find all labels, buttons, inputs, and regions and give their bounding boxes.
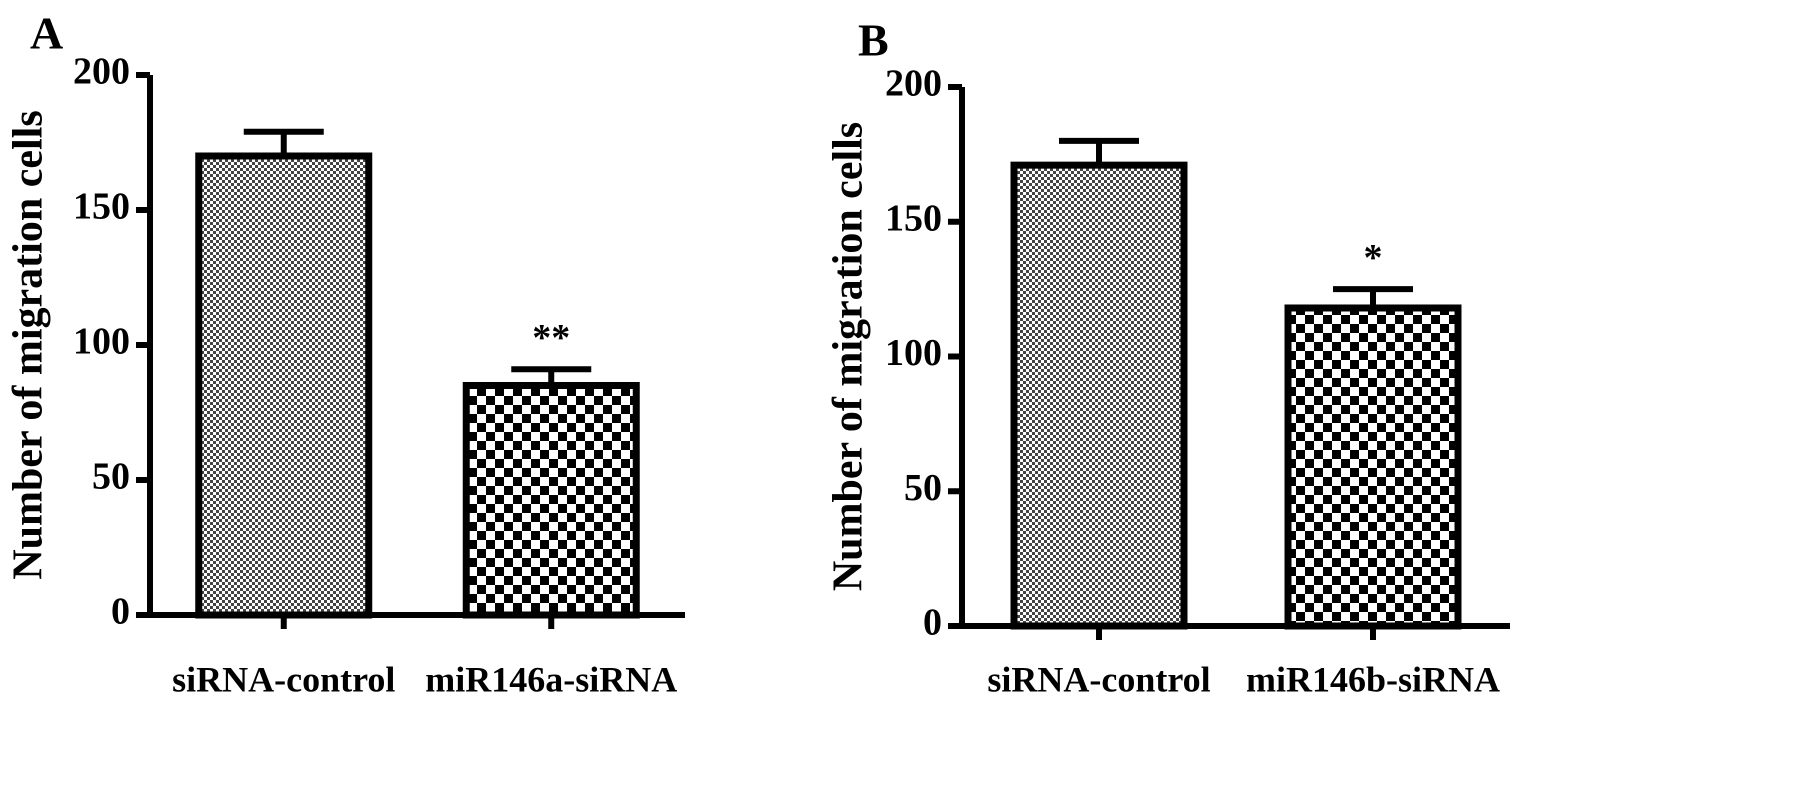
y-tick-label: 0 — [111, 591, 130, 633]
bar — [1010, 161, 1188, 630]
y-tick-label: 50 — [92, 456, 130, 498]
bar — [195, 152, 373, 619]
y-tick-label: 100 — [885, 332, 942, 374]
y-axis-label: Number of migration cells — [6, 110, 52, 579]
x-tick-label: siRNA-control — [987, 659, 1210, 699]
bar — [462, 382, 640, 619]
x-tick-label: miR146b-siRNA — [1246, 659, 1500, 699]
y-tick-label: 0 — [923, 602, 942, 644]
y-tick-label: 200 — [73, 51, 130, 93]
y-axis-label: Number of migration cells — [826, 122, 872, 591]
y-tick-label: 150 — [885, 197, 942, 239]
bar — [1284, 304, 1462, 630]
y-tick-label: 200 — [885, 63, 942, 105]
y-tick-label: 150 — [73, 186, 130, 228]
significance: * — [1364, 237, 1383, 279]
panel-label: B — [858, 15, 889, 66]
y-tick-label: 50 — [904, 467, 942, 509]
significance: ** — [532, 317, 570, 359]
x-tick-label: miR146a-siRNA — [425, 659, 677, 699]
x-tick-label: siRNA-control — [172, 659, 395, 699]
y-tick-label: 100 — [73, 321, 130, 363]
panel-label: A — [30, 8, 63, 59]
